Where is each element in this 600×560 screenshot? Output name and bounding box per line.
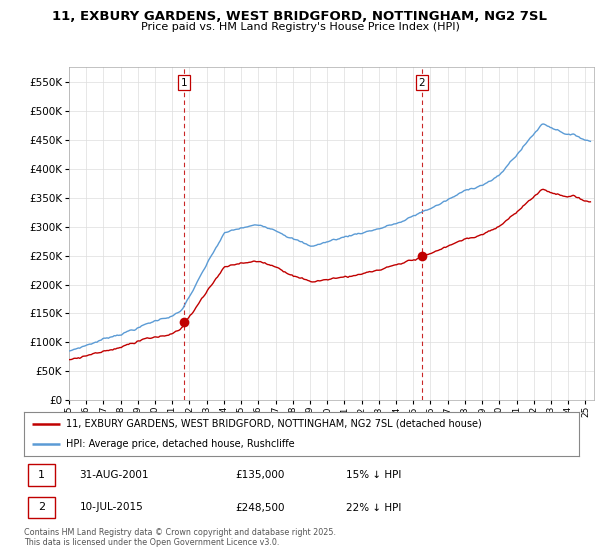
FancyBboxPatch shape bbox=[28, 464, 55, 486]
Text: £248,500: £248,500 bbox=[235, 502, 284, 512]
Text: 31-AUG-2001: 31-AUG-2001 bbox=[79, 470, 149, 480]
Text: 11, EXBURY GARDENS, WEST BRIDGFORD, NOTTINGHAM, NG2 7SL (detached house): 11, EXBURY GARDENS, WEST BRIDGFORD, NOTT… bbox=[65, 419, 481, 429]
Text: HPI: Average price, detached house, Rushcliffe: HPI: Average price, detached house, Rush… bbox=[65, 439, 294, 449]
Text: £135,000: £135,000 bbox=[235, 470, 284, 480]
Text: 1: 1 bbox=[181, 78, 187, 88]
Text: 10-JUL-2015: 10-JUL-2015 bbox=[79, 502, 143, 512]
FancyBboxPatch shape bbox=[28, 497, 55, 519]
Text: 2: 2 bbox=[419, 78, 425, 88]
Text: 11, EXBURY GARDENS, WEST BRIDGFORD, NOTTINGHAM, NG2 7SL: 11, EXBURY GARDENS, WEST BRIDGFORD, NOTT… bbox=[53, 10, 548, 23]
Text: 15% ↓ HPI: 15% ↓ HPI bbox=[346, 470, 401, 480]
Text: 22% ↓ HPI: 22% ↓ HPI bbox=[346, 502, 401, 512]
Text: 1: 1 bbox=[38, 470, 45, 480]
Text: Price paid vs. HM Land Registry's House Price Index (HPI): Price paid vs. HM Land Registry's House … bbox=[140, 22, 460, 32]
Text: Contains HM Land Registry data © Crown copyright and database right 2025.
This d: Contains HM Land Registry data © Crown c… bbox=[24, 528, 336, 547]
Text: 2: 2 bbox=[38, 502, 46, 512]
